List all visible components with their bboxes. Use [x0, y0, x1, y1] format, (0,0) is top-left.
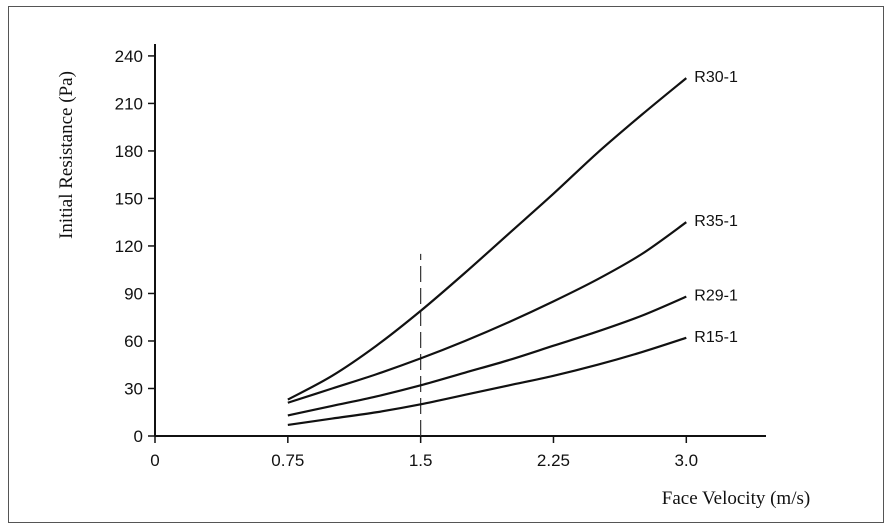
series-label-r30-1: R30-1	[694, 69, 738, 86]
series-group	[287, 77, 688, 427]
y-tick-label: 240	[115, 47, 143, 66]
series-label-r35-1: R35-1	[694, 213, 738, 230]
y-tick-label: 120	[115, 237, 143, 256]
labels-group: R30-1 R35-1 R29-1 R15-1	[694, 69, 738, 346]
y-tick-label: 90	[124, 284, 143, 303]
x-tick-label: 1.5	[409, 451, 433, 470]
x-tick-label: 0.75	[271, 451, 304, 470]
series-line-r29-1	[287, 295, 687, 417]
series-label-r15-1: R15-1	[694, 329, 738, 346]
series-line-r30-1	[287, 77, 688, 401]
x-tick-label: 2.25	[537, 451, 570, 470]
y-tick-label: 0	[134, 427, 143, 446]
y-tick-label: 150	[115, 189, 143, 208]
y-tick-label: 180	[115, 142, 143, 161]
series-line-r15-1	[287, 336, 687, 427]
y-tick-label: 60	[124, 332, 143, 351]
y-tick-label: 210	[115, 94, 143, 113]
x-tick-label: 0	[150, 451, 159, 470]
series-line-r35-1	[287, 221, 687, 404]
y-tick-label: 30	[124, 379, 143, 398]
series-label-r29-1: R29-1	[694, 288, 738, 305]
axes: 0 30 60 90 120 150 180 210 240 0 0.75 1.5 2.25 3.0	[115, 44, 766, 470]
y-axis-title: Initial Resistance (Pa)	[56, 71, 77, 239]
x-tick-label: 3.0	[674, 451, 698, 470]
x-axis-title: Face Velocity (m/s)	[662, 488, 810, 509]
